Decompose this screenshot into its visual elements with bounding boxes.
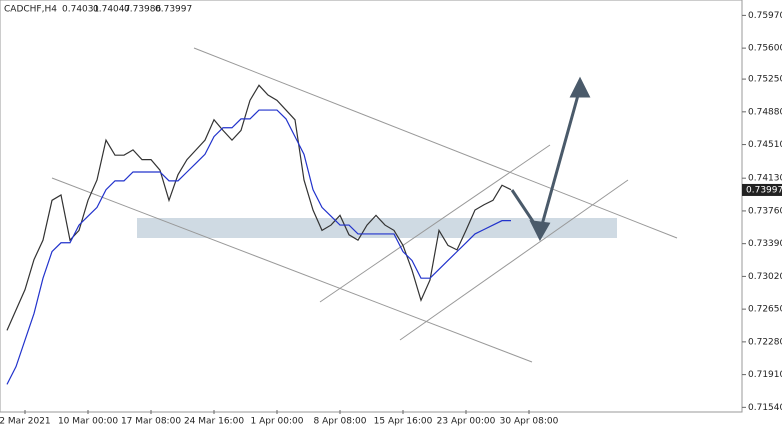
- x-tick-label: 30 Apr 08:00: [500, 417, 559, 427]
- header-symbol: CADCHF,H4: [4, 5, 57, 15]
- channel-lines: [51, 47, 678, 363]
- y-tick-label: 0.75600: [748, 44, 782, 54]
- y-tick-label: 0.71910: [748, 370, 782, 380]
- y-tick-label: 0.71540: [748, 403, 782, 413]
- header-open: 0.74031: [62, 5, 99, 15]
- y-tick-label: 0.73020: [748, 272, 782, 282]
- trend-line: [399, 179, 629, 341]
- forecast-arrow: [510, 76, 591, 242]
- trend-line: [51, 177, 533, 363]
- y-tick-label: 0.75970: [748, 11, 782, 21]
- x-tick-label: 8 Apr 08:00: [314, 417, 367, 427]
- x-tick-label: 2 Mar 2021: [0, 417, 51, 427]
- x-tick-label: 17 Mar 08:00: [121, 417, 181, 427]
- x-tick-label: 10 Mar 00:00: [58, 417, 118, 427]
- header-high: 0.74047: [93, 5, 130, 15]
- trend-line: [319, 144, 551, 303]
- price-line: [6, 84, 512, 331]
- header-low: 0.73986: [124, 5, 161, 15]
- x-tick-label: 23 Apr 00:00: [437, 417, 496, 427]
- x-tick-label: 24 Mar 16:00: [184, 417, 244, 427]
- price-tag: [742, 183, 782, 196]
- y-tick-label: 0.72280: [748, 337, 782, 347]
- plot-area: [0, 0, 743, 413]
- y-tick-label: 0.73390: [748, 239, 782, 249]
- y-tick-label: 0.72650: [748, 305, 782, 315]
- y-tick-label: 0.74880: [748, 107, 782, 117]
- arrow-head: [529, 220, 551, 242]
- y-tick-label: 0.74510: [748, 140, 782, 150]
- arrow-head: [569, 76, 591, 98]
- price-line: [6, 109, 511, 385]
- trend-line: [193, 47, 678, 239]
- y-tick-label: 0.74130: [748, 174, 782, 184]
- y-tick-label: 0.75250: [748, 75, 782, 85]
- header-close: 0.73997: [155, 5, 192, 15]
- x-tick-label: 15 Apr 16:00: [374, 417, 433, 427]
- x-tick-label: 1 Apr 00:00: [251, 417, 304, 427]
- y-tick-label: 0.73760: [748, 206, 782, 216]
- price-tag-label: 0.73997: [746, 185, 782, 195]
